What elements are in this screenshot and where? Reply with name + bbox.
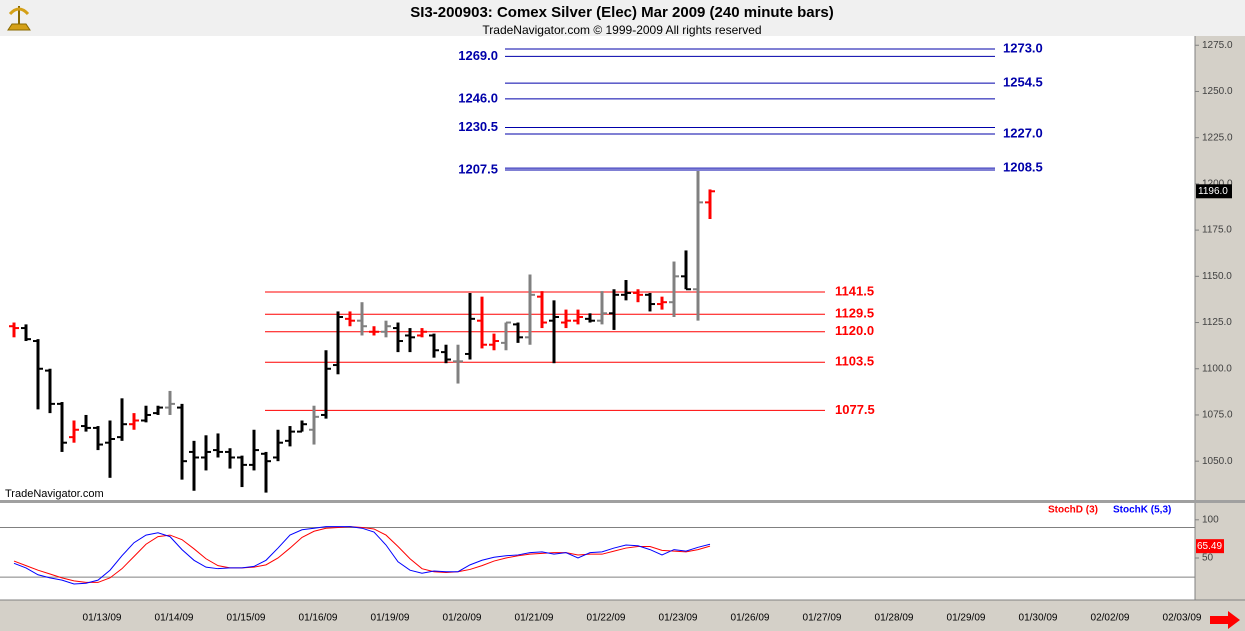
watermark: TradeNavigator.com (5, 488, 104, 500)
y-tick-label: 1225.0 (1202, 132, 1233, 143)
level-label: 1207.5 (458, 161, 498, 176)
y-tick-label: 1050.0 (1202, 456, 1233, 467)
price-panel (0, 36, 1195, 500)
logo (7, 6, 31, 31)
x-tick-label: 01/29/09 (947, 613, 986, 624)
x-tick-label: 01/28/09 (875, 613, 914, 624)
x-tick-label: 01/14/09 (155, 613, 194, 624)
level-label: 1227.0 (1003, 125, 1043, 140)
x-tick-label: 01/16/09 (299, 613, 338, 624)
y-tick-label: 1075.0 (1202, 410, 1233, 421)
x-tick-label: 01/30/09 (1019, 613, 1058, 624)
x-tick-label: 02/02/09 (1091, 613, 1130, 624)
last-price-box (1196, 184, 1232, 199)
level-label: 1077.5 (835, 402, 875, 417)
level-label: 1208.5 (1003, 160, 1043, 175)
y-tick-label: 1175.0 (1202, 225, 1232, 236)
y-tick-label: 100 (1202, 514, 1219, 525)
level-label: 1246.0 (458, 90, 498, 105)
last-price-label: 1196.0 (1198, 186, 1228, 197)
chart-subtitle: TradeNavigator.com © 1999-2009 All right… (482, 23, 761, 37)
y-tick-label: 1275.0 (1202, 40, 1233, 51)
level-label: 1103.5 (835, 354, 874, 369)
level-label: 1273.0 (1003, 40, 1043, 55)
y-tick-label: 1250.0 (1202, 86, 1233, 97)
y-tick-label: 1100.0 (1202, 363, 1232, 374)
x-tick-label: 01/13/09 (83, 613, 122, 624)
chart-title: SI3-200903: Comex Silver (Elec) Mar 2009… (410, 4, 834, 21)
x-tick-label: 01/27/09 (803, 613, 842, 624)
y-tick-label: 50 (1202, 553, 1214, 564)
y-tick-label: 1200.0 (1202, 179, 1233, 190)
header (0, 0, 1245, 36)
x-tick-label: 01/19/09 (371, 613, 410, 624)
x-tick-label: 01/15/09 (227, 613, 266, 624)
legend-label: StochD (3) (1048, 505, 1098, 516)
stoch-line (13, 526, 711, 585)
scroll-arrow[interactable] (1210, 611, 1240, 629)
last-value-label: 65.49 (1197, 541, 1222, 552)
level-label: 1230.5 (458, 119, 498, 134)
level-label: 1129.5 (835, 306, 874, 321)
level-label: 1120.0 (835, 323, 874, 338)
x-tick-label: 02/03/09 (1163, 613, 1202, 624)
stoch-panel (0, 503, 1195, 600)
x-tick-label: 01/23/09 (659, 613, 698, 624)
y-tick-label: 1125.0 (1202, 317, 1232, 328)
level-label: 1254.5 (1003, 75, 1043, 90)
y-tick-label: 1150.0 (1202, 271, 1232, 282)
last-value-box (1196, 539, 1224, 554)
x-tick-label: 01/22/09 (587, 613, 626, 624)
level-label: 1269.0 (458, 48, 498, 63)
x-tick-label: 01/20/09 (443, 613, 482, 624)
x-tick-label: 01/21/09 (515, 613, 554, 624)
legend-label: StochK (5,3) (1113, 505, 1171, 516)
level-label: 1141.5 (835, 283, 874, 298)
x-tick-label: 01/26/09 (731, 613, 770, 624)
stoch-line (13, 526, 711, 583)
